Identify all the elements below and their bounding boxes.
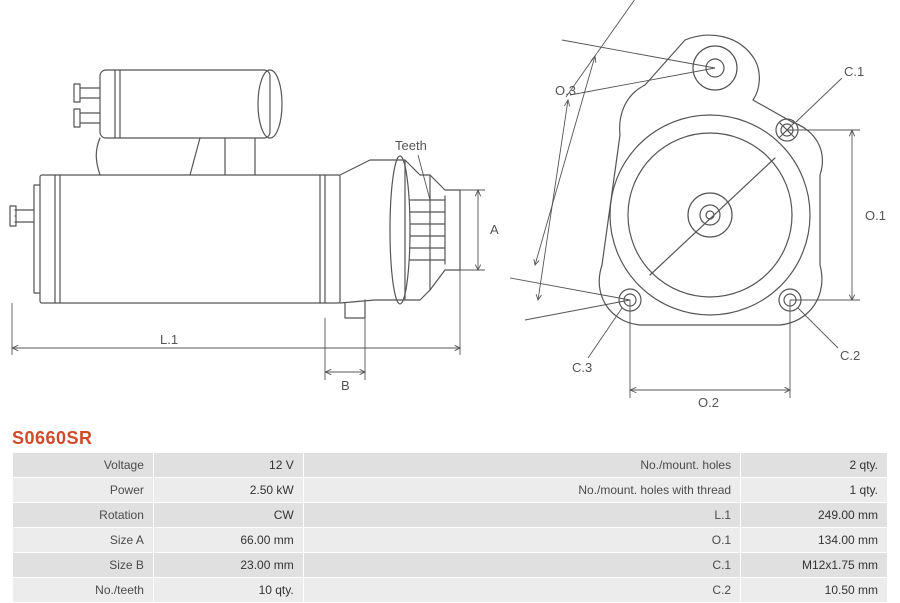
spec-label: Voltage bbox=[13, 453, 154, 478]
spec-label: No./teeth bbox=[13, 578, 154, 603]
label-O2: O.2 bbox=[698, 395, 719, 410]
side-view-diagram: Teeth A L.1 B bbox=[0, 0, 510, 420]
spec-value: 23.00 mm bbox=[153, 553, 303, 578]
label-A: A bbox=[490, 222, 499, 237]
spec-label: C.1 bbox=[303, 553, 740, 578]
product-code: S0660SR bbox=[12, 428, 93, 449]
spec-row: Voltage12 VNo./mount. holes2 qty. bbox=[13, 453, 888, 478]
spec-value: 10 qty. bbox=[153, 578, 303, 603]
spec-row: Size B23.00 mmC.1M12x1.75 mm bbox=[13, 553, 888, 578]
spec-label: Power bbox=[13, 478, 154, 503]
spec-label: No./mount. holes bbox=[303, 453, 740, 478]
spec-row: Size A66.00 mmO.1134.00 mm bbox=[13, 528, 888, 553]
spec-label: C.2 bbox=[303, 578, 740, 603]
spec-value: M12x1.75 mm bbox=[741, 553, 888, 578]
spec-value: 1 qty. bbox=[741, 478, 888, 503]
spec-value: 2.50 kW bbox=[153, 478, 303, 503]
label-C3: C.3 bbox=[572, 360, 592, 375]
spec-label: Rotation bbox=[13, 503, 154, 528]
spec-label: O.1 bbox=[303, 528, 740, 553]
spec-label: Size B bbox=[13, 553, 154, 578]
spec-row: RotationCWL.1249.00 mm bbox=[13, 503, 888, 528]
spec-value: 2 qty. bbox=[741, 453, 888, 478]
label-O3: O.3 bbox=[555, 83, 576, 98]
spec-value: 249.00 mm bbox=[741, 503, 888, 528]
label-O1: O.1 bbox=[865, 208, 886, 223]
spec-value: 66.00 mm bbox=[153, 528, 303, 553]
spec-value: 12 V bbox=[153, 453, 303, 478]
label-B: B bbox=[341, 378, 350, 393]
spec-value: CW bbox=[153, 503, 303, 528]
spec-label: Size A bbox=[13, 528, 154, 553]
label-C2: C.2 bbox=[840, 348, 860, 363]
spec-value: 134.00 mm bbox=[741, 528, 888, 553]
spec-label: L.1 bbox=[303, 503, 740, 528]
label-L1: L.1 bbox=[160, 332, 178, 347]
spec-row: Power2.50 kWNo./mount. holes with thread… bbox=[13, 478, 888, 503]
label-teeth: Teeth bbox=[395, 138, 427, 153]
spec-label: No./mount. holes with thread bbox=[303, 478, 740, 503]
label-C1: C.1 bbox=[844, 64, 864, 79]
spec-value: 10.50 mm bbox=[741, 578, 888, 603]
spec-row: No./teeth10 qty.C.210.50 mm bbox=[13, 578, 888, 603]
front-view-diagram: O.3 O.1 O.2 C.1 C.2 C.3 bbox=[510, 0, 900, 420]
spec-table: Voltage12 VNo./mount. holes2 qty.Power2.… bbox=[12, 452, 888, 603]
